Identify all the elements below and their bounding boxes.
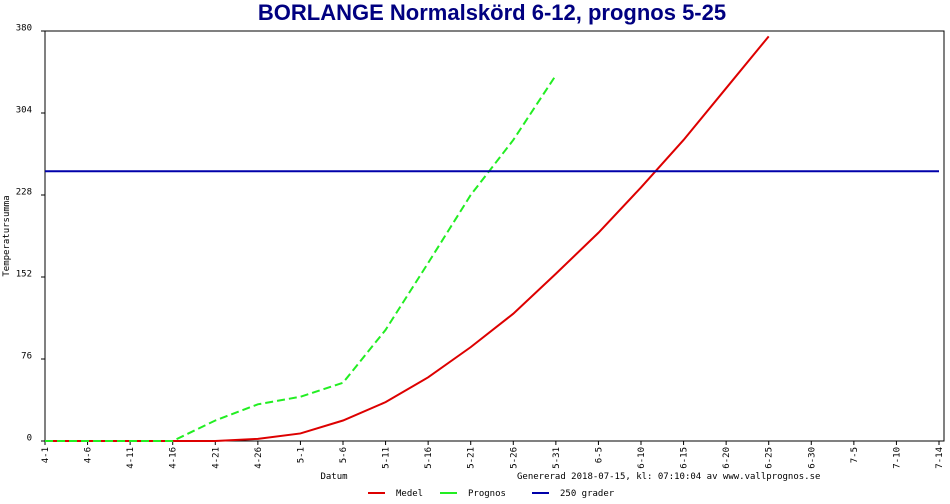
legend-label: Medel <box>396 489 423 499</box>
note: Genererad 2018-07-15, kl: 07:10:04 av ww… <box>517 472 820 482</box>
x-tick-label: 4-21 <box>211 447 221 469</box>
x-tick-label: 6-20 <box>722 447 732 469</box>
x-tick-label: 7-10 <box>892 447 902 469</box>
x-tick-label: 6-5 <box>594 447 604 463</box>
x-tick-label: 5-16 <box>424 447 434 469</box>
y-tick-label: 0 <box>27 434 32 444</box>
legend-label: Prognos <box>468 489 506 499</box>
legend-label: 250 grader <box>560 489 615 499</box>
x-tick-label: 4-1 <box>41 447 51 463</box>
x-tick-label: 4-16 <box>169 447 179 469</box>
x-tick-label: 5-31 <box>552 447 562 469</box>
x-tick-label: 6-25 <box>765 447 775 469</box>
x-tick-label: 5-26 <box>509 447 519 469</box>
y-tick-label: 304 <box>16 106 32 116</box>
x-tick-label: 4-26 <box>254 447 264 469</box>
series-line <box>45 35 770 442</box>
x-tick-label: 5-1 <box>296 447 306 463</box>
x-tick-label: 5-6 <box>339 447 349 463</box>
y-tick-label: 380 <box>16 24 32 34</box>
x-tick-label: 5-11 <box>382 447 392 469</box>
y-tick-label: 152 <box>16 270 32 280</box>
y-axis-label: Temperatursumma <box>2 195 12 276</box>
chart-title: BORLANGE Normalskörd 6-12, prognos 5-25 <box>258 0 726 25</box>
series-line <box>45 74 557 442</box>
x-tick-label: 4-6 <box>84 447 94 463</box>
x-tick-label: 4-11 <box>126 447 136 469</box>
x-tick-label: 5-21 <box>467 447 477 469</box>
x-tick-label: 6-10 <box>637 447 647 469</box>
x-tick-label: 7-5 <box>850 447 860 463</box>
plot-area <box>45 35 939 442</box>
x-tick-label: 6-15 <box>680 447 690 469</box>
plot-frame <box>44 30 945 442</box>
x-tick-label: 7-14 <box>935 447 945 469</box>
x-axis-label: Datum <box>320 472 347 482</box>
y-tick-label: 228 <box>16 188 32 198</box>
y-tick-label: 76 <box>21 352 32 362</box>
x-tick-label: 6-30 <box>807 447 817 469</box>
